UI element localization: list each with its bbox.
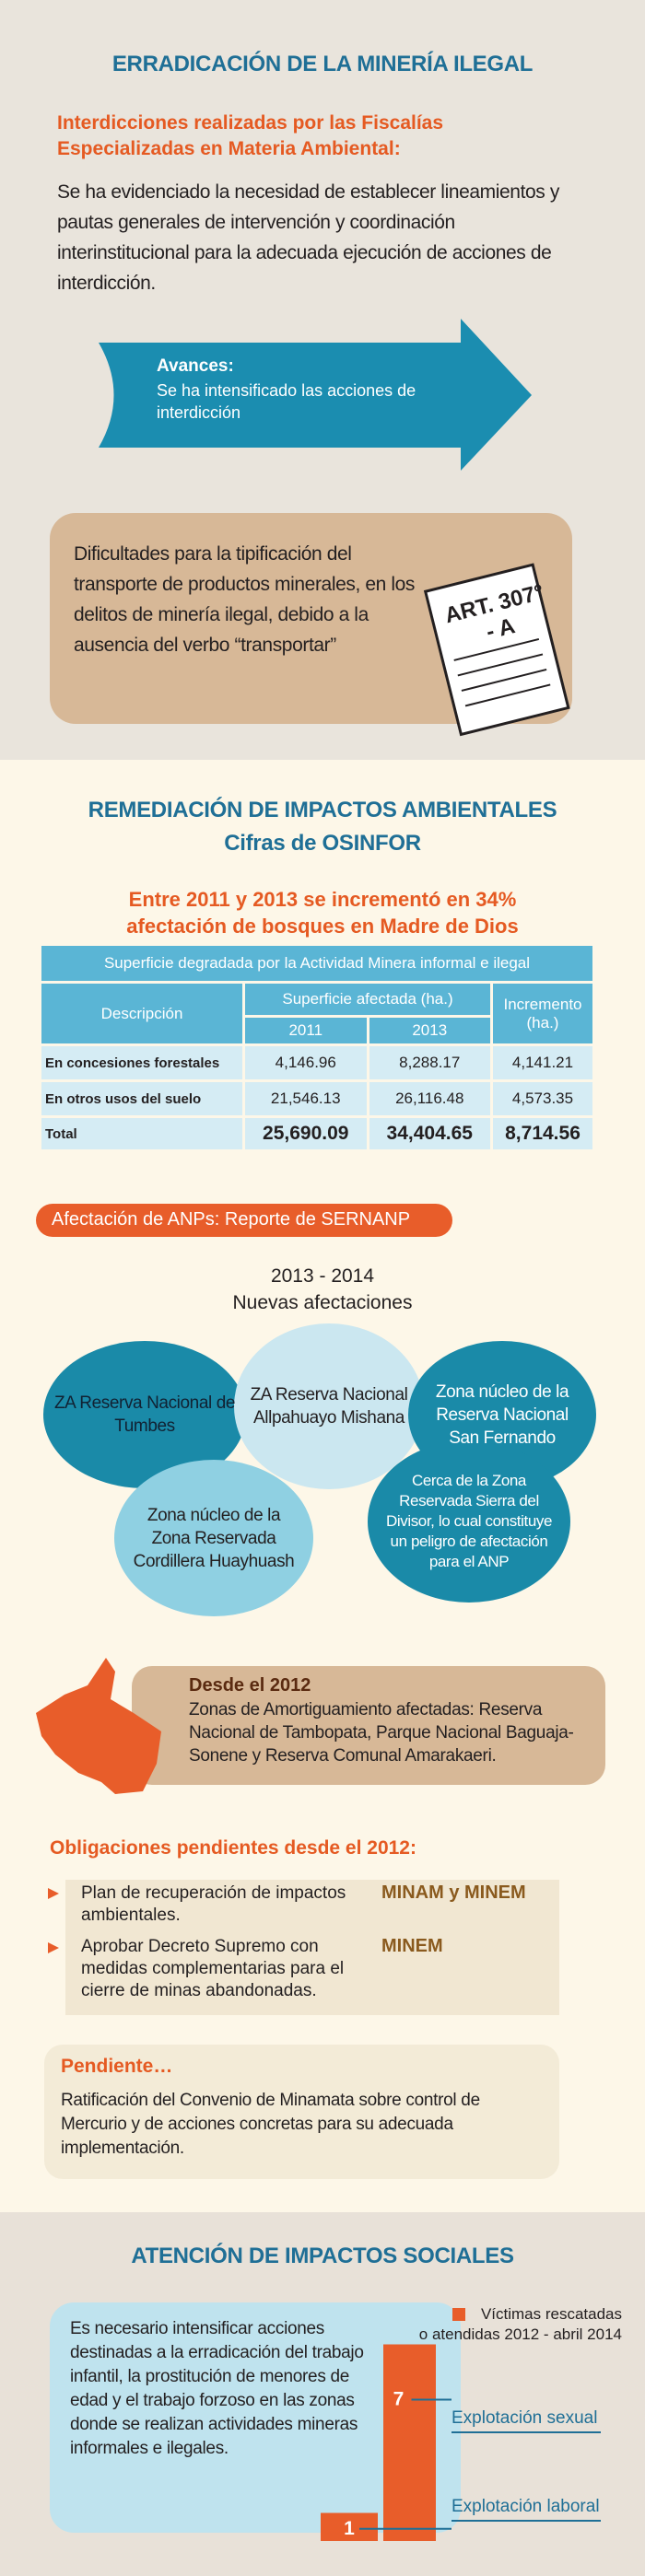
bar bbox=[383, 2344, 436, 2541]
difficulty-box bbox=[50, 513, 572, 724]
bullet bbox=[48, 1942, 59, 1953]
legend-label: Víctimas rescatadas o atendidas 2012 - ab… bbox=[419, 2305, 622, 2343]
section-title: ATENCIÓN DE IMPACTOS SOCIALES bbox=[131, 2244, 514, 2268]
chart: Víctimas rescatadas o atendidas 2012 - ab… bbox=[321, 2305, 622, 2541]
area-text: ZA Reserva Nacional de Tumbes bbox=[53, 1393, 236, 1436]
table-year: 2013 bbox=[369, 1018, 490, 1043]
pending-text: Ratificación del Convenio de Minamata so… bbox=[61, 2091, 480, 2158]
table-caption: Superficie degradada por la Actividad Mi… bbox=[41, 946, 592, 981]
value-label: 1 bbox=[344, 2518, 355, 2539]
arrow-text: Se ha intensificado las acciones de inte… bbox=[157, 381, 416, 422]
arrow-title: Avances: bbox=[157, 356, 234, 376]
obligations-band bbox=[65, 1880, 559, 2015]
subtitle: Interdicciones realizadas por las Fiscal… bbox=[57, 112, 444, 159]
table-year: 2011 bbox=[245, 1018, 367, 1043]
area-circle bbox=[234, 1323, 424, 1489]
cell: 4,141.21 bbox=[493, 1046, 592, 1079]
section-subtitle: Cifras de OSINFOR bbox=[224, 831, 421, 856]
anp-pill bbox=[36, 1204, 452, 1237]
row-label: Total bbox=[41, 1118, 242, 1149]
since-title: Desde el 2012 bbox=[189, 1675, 311, 1696]
category-label: Explotación laboral bbox=[452, 2497, 600, 2516]
cell: 21,546.13 bbox=[245, 1082, 367, 1115]
obligation-task: Plan de recuperación de impactos ambient… bbox=[81, 1883, 346, 1925]
area-circle bbox=[114, 1460, 313, 1616]
area-text: ZA Reserva Nacional Allpahuayo Mishana bbox=[250, 1385, 408, 1428]
paragraph: Se ha evidenciado la necesidad de establ… bbox=[57, 181, 559, 294]
arrow bbox=[99, 319, 532, 471]
obligations-title: Obligaciones pendientes desde el 2012: bbox=[50, 1837, 416, 1859]
section-title: REMEDIACIÓN DE IMPACTOS AMBIENTALES bbox=[88, 798, 557, 822]
cell: 26,116.48 bbox=[369, 1082, 490, 1115]
area-text: Zona núcleo de la Reserva Nacional San F… bbox=[435, 1381, 569, 1448]
highlight: Entre 2011 y 2013 se incrementó en 34% a… bbox=[126, 888, 519, 938]
table-header: Descripción bbox=[41, 984, 242, 1043]
row-label: En otros usos del suelo bbox=[41, 1082, 242, 1115]
bar bbox=[321, 2512, 378, 2541]
cell: 34,404.65 bbox=[369, 1118, 490, 1149]
table-header: Superficie afectada (ha.) bbox=[245, 984, 490, 1015]
row-label: En concesiones forestales bbox=[41, 1046, 242, 1079]
cell: 4,146.96 bbox=[245, 1046, 367, 1079]
area-text: Zona núcleo de la Zona Reservada Cordill… bbox=[133, 1505, 295, 1571]
area-circle bbox=[368, 1440, 570, 1603]
area-circle bbox=[43, 1341, 246, 1488]
anp-label: Afectación de ANPs: Reporte de SERNANP bbox=[52, 1209, 411, 1230]
period-subtitle: Nuevas afectaciones bbox=[232, 1292, 413, 1313]
cell: 4,573.35 bbox=[493, 1082, 592, 1115]
obligation-responsible: MINEM bbox=[381, 1936, 443, 1956]
difficulty-text: Dificultades para la tipificación del tr… bbox=[74, 543, 415, 656]
table-header: Incremento (ha.) bbox=[493, 984, 592, 1043]
bullet bbox=[48, 1888, 59, 1899]
social-box bbox=[50, 2302, 461, 2533]
obligation-responsible: MINAM y MINEM bbox=[381, 1882, 526, 1903]
pending-title: Pendiente… bbox=[61, 2056, 173, 2077]
category-label: Explotación sexual bbox=[452, 2408, 597, 2428]
cell: 8,714.56 bbox=[493, 1118, 592, 1149]
cell: 25,690.09 bbox=[245, 1118, 367, 1149]
social-text: Es necesario intensificar acciones desti… bbox=[70, 2319, 364, 2458]
since-text: Zonas de Amortiguamiento afectadas: Rese… bbox=[189, 1700, 574, 1766]
since-box bbox=[132, 1666, 605, 1785]
pending-box bbox=[44, 2045, 559, 2179]
map-shape bbox=[36, 1658, 161, 1794]
value-label: 7 bbox=[393, 2389, 405, 2410]
table: Superficie degradada por la Actividad Mi… bbox=[39, 943, 595, 1152]
area-text: Cerca de la Zona Reservada Sierra del Di… bbox=[385, 1472, 553, 1570]
cell: 8,288.17 bbox=[369, 1046, 490, 1079]
legend-swatch bbox=[452, 2308, 465, 2321]
obligation-task: Aprobar Decreto Supremo con medidas comp… bbox=[81, 1937, 345, 2000]
sign bbox=[423, 563, 570, 737]
period: 2013 - 2014 bbox=[270, 1265, 375, 1287]
section-title: ERRADICACIÓN DE LA MINERÍA ILEGAL bbox=[111, 52, 534, 76]
